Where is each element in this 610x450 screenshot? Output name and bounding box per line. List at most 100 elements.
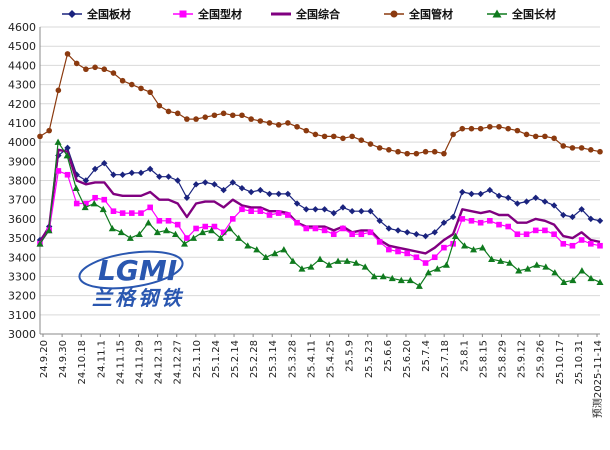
data-point: [193, 116, 199, 122]
data-point: [376, 239, 383, 245]
data-point: [174, 177, 181, 184]
data-point: [46, 127, 52, 134]
data-point: [108, 224, 116, 232]
data-point: [247, 188, 255, 196]
data-point: [266, 212, 273, 218]
data-point: [551, 231, 557, 238]
legend-item: 全国综合: [271, 7, 341, 21]
data-point: [55, 168, 62, 174]
data-point: [99, 205, 107, 213]
data-point: [73, 60, 80, 67]
data-point: [569, 213, 576, 221]
data-point: [199, 228, 207, 236]
legend-item: 全国管材: [384, 7, 453, 21]
data-point: [468, 125, 475, 132]
data-point: [422, 260, 429, 266]
y-tick-label: 4000: [8, 136, 36, 149]
series-layer: [36, 51, 604, 289]
data-point: [248, 208, 254, 214]
data-point: [578, 206, 585, 213]
data-point: [596, 278, 604, 285]
series-5: [36, 138, 604, 289]
data-point: [64, 171, 71, 178]
data-point: [451, 232, 459, 239]
data-point: [523, 198, 530, 205]
data-point: [523, 231, 530, 238]
data-point: [129, 81, 135, 88]
axes-layer: 3000 3100 3200 3300 3400 3500 3600 3700 3800 3900…: [8, 21, 604, 418]
x-tick-label: 25.2.14: [230, 340, 241, 378]
data-point: [119, 210, 126, 216]
data-point: [147, 204, 153, 211]
legend-item: 全国板材: [62, 7, 131, 21]
data-point: [266, 120, 273, 126]
legend-marker: [179, 10, 187, 18]
data-point: [343, 257, 351, 264]
x-tick-label: 24.12.27: [173, 340, 184, 385]
data-point: [441, 150, 447, 157]
data-point: [262, 253, 270, 261]
data-point: [349, 231, 355, 238]
data-point: [293, 200, 301, 207]
data-point: [523, 131, 530, 138]
data-point: [431, 254, 438, 261]
data-point: [532, 227, 539, 234]
data-point: [128, 169, 136, 177]
data-point: [404, 150, 411, 157]
data-point: [541, 198, 549, 205]
data-point: [348, 208, 356, 215]
data-point: [358, 137, 365, 144]
data-point: [569, 145, 576, 151]
data-point: [238, 184, 246, 192]
data-point: [220, 186, 227, 194]
data-point: [413, 150, 420, 157]
data-point: [487, 123, 493, 130]
data-point: [147, 89, 153, 96]
data-point: [415, 282, 423, 289]
data-point: [330, 231, 337, 238]
data-point: [229, 216, 236, 222]
data-point: [211, 181, 218, 188]
data-point: [129, 210, 135, 216]
data-point: [174, 221, 181, 228]
data-point: [101, 160, 108, 167]
data-point: [165, 217, 172, 224]
data-point: [294, 219, 300, 226]
data-point: [479, 244, 487, 251]
data-point: [202, 223, 209, 230]
data-point: [422, 148, 429, 155]
data-point: [477, 219, 484, 226]
data-point: [82, 177, 90, 184]
data-point: [330, 209, 337, 217]
x-tick-label: 25.9.12: [517, 340, 528, 378]
data-point: [495, 192, 503, 200]
data-point: [144, 219, 152, 226]
data-point: [211, 223, 218, 230]
data-point: [470, 246, 478, 253]
data-point: [349, 133, 355, 140]
y-tick-label: 3200: [8, 290, 36, 303]
legend-item: 全国长材: [487, 7, 556, 21]
data-point: [138, 210, 144, 216]
y-tick-label: 3500: [8, 232, 36, 245]
legend-marker: [390, 10, 398, 18]
data-point: [431, 229, 438, 236]
data-point: [413, 254, 420, 261]
data-point: [165, 108, 172, 115]
y-tick-label: 3800: [8, 175, 36, 188]
data-point: [367, 229, 374, 236]
watermark-logo-text: LGMI: [98, 254, 177, 287]
y-tick-label: 4300: [8, 79, 36, 92]
data-point: [468, 217, 475, 224]
data-point: [184, 235, 190, 241]
series-line: [39, 170, 601, 264]
data-point: [587, 215, 595, 223]
data-point: [386, 147, 392, 153]
x-tick-label: 25.1.10: [192, 340, 203, 378]
data-point: [406, 276, 414, 284]
data-point: [202, 114, 209, 120]
x-tick-label: 25.4.11: [306, 340, 317, 378]
data-point: [229, 179, 236, 186]
data-point: [156, 217, 163, 224]
x-tick-label: 24.10.18: [77, 340, 88, 385]
